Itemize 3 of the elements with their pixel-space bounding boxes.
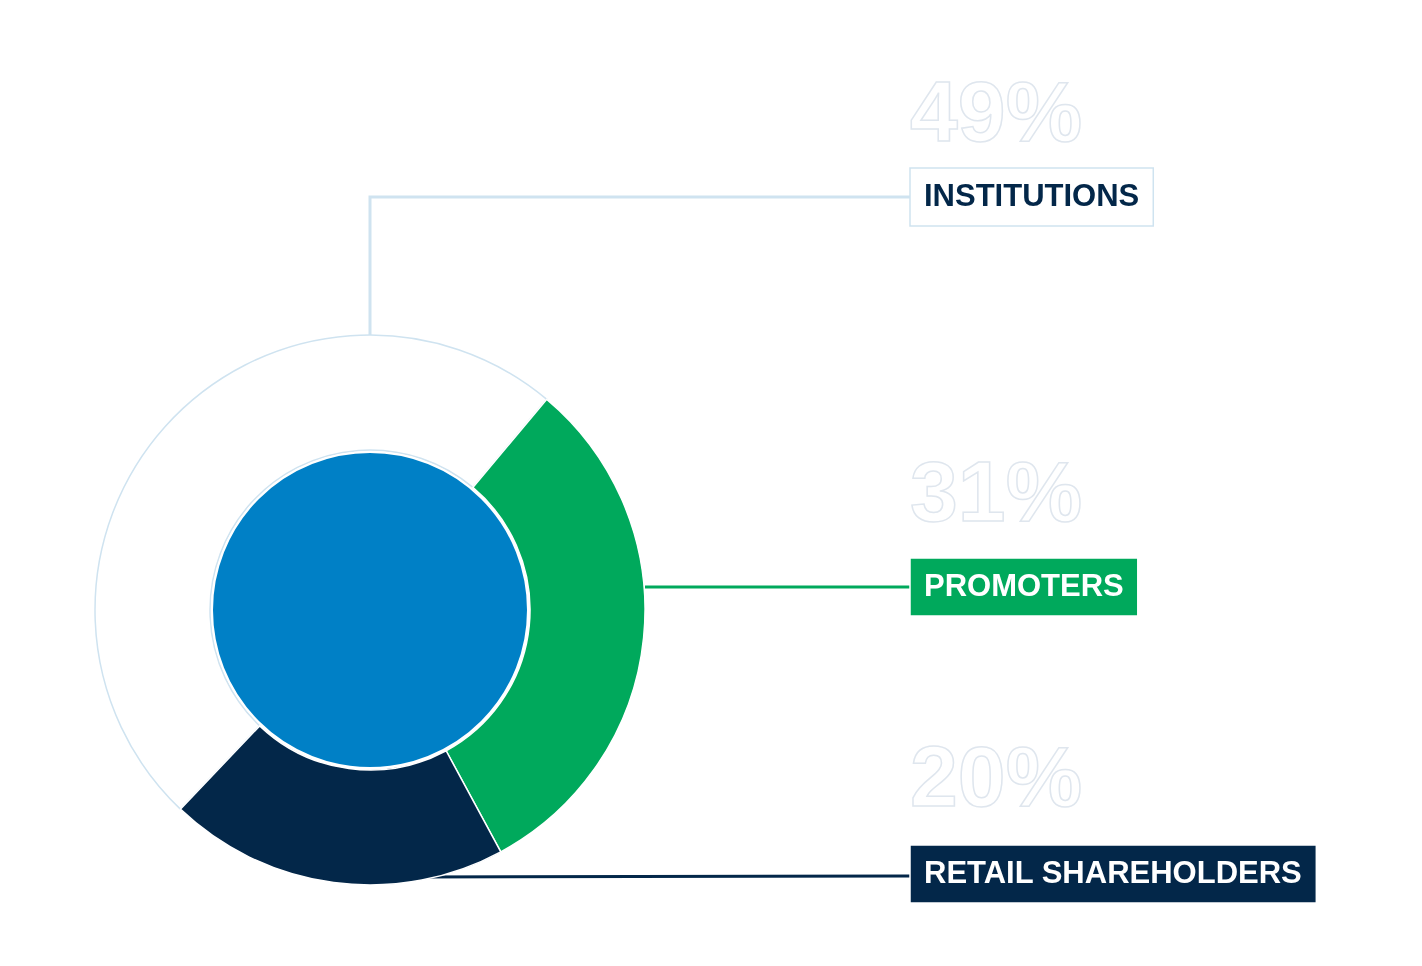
slice-label: INSTITUTIONS bbox=[924, 178, 1140, 213]
slice-label: RETAIL SHAREHOLDERS bbox=[924, 855, 1302, 890]
slice-label: PROMOTERS bbox=[924, 568, 1124, 603]
